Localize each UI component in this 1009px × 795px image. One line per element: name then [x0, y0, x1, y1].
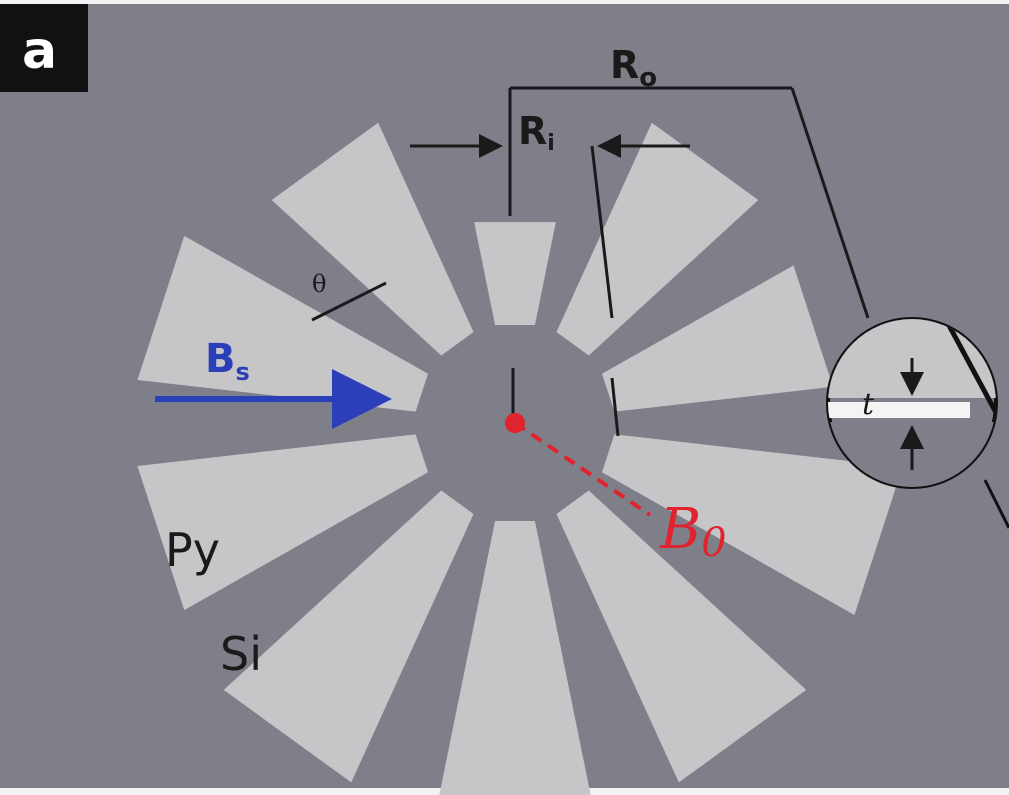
ri-leader-lower [610, 377, 620, 437]
sector-1 [474, 222, 556, 326]
sector-10 [271, 122, 474, 356]
magnified-edge [942, 319, 996, 422]
center-field-label: B0 [659, 497, 727, 566]
outer-radius-label: Ro [610, 43, 657, 93]
applied-field-label: Bs [205, 336, 250, 386]
panel-label: a [22, 21, 57, 81]
thickness-gap [828, 402, 970, 418]
sector-5 [556, 490, 807, 783]
thickness-label: t [862, 387, 875, 422]
sector-4 [602, 434, 903, 616]
material-py-label: Py [165, 523, 220, 577]
sector-2 [556, 122, 759, 356]
inner-radius-label: Ri [518, 109, 555, 156]
sector-3 [602, 265, 833, 412]
dimension-lines [311, 86, 870, 437]
ri-leader [590, 145, 614, 319]
material-si-label: Si [220, 627, 262, 681]
theta-dimension [311, 281, 387, 322]
center-field-leader [513, 421, 652, 517]
sector-7 [223, 490, 474, 783]
magnifier-leader [983, 479, 1009, 529]
panel-label-box [0, 4, 88, 92]
sector-group [137, 122, 903, 795]
sector-9 [137, 235, 428, 412]
angle-label: θ [312, 270, 326, 298]
sector-6 [439, 520, 591, 795]
ro-leader [790, 87, 870, 319]
sector-8 [137, 434, 428, 611]
